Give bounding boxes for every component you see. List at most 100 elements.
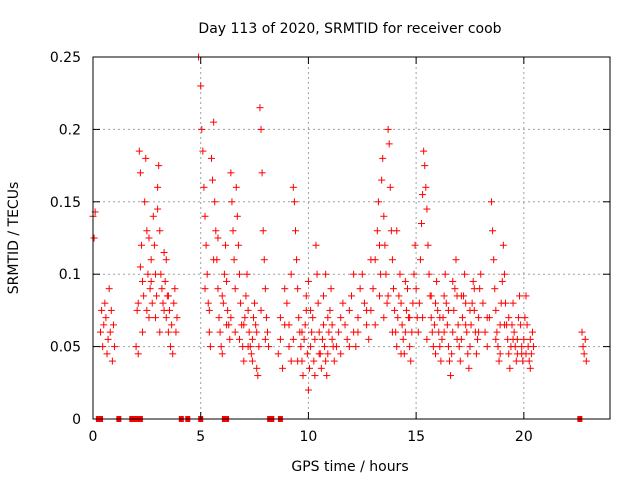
data-point (170, 299, 178, 307)
data-point (305, 364, 313, 372)
data-point (491, 285, 499, 293)
data-point (380, 314, 388, 322)
data-point (442, 299, 450, 307)
data-point (433, 277, 441, 285)
data-point (98, 306, 106, 314)
data-point (481, 328, 489, 336)
data-point (315, 350, 323, 358)
data-point (520, 335, 528, 343)
data-point (530, 343, 538, 351)
data-point (440, 292, 448, 300)
data-point (133, 306, 141, 314)
data-point (201, 212, 209, 220)
data-point (449, 328, 457, 336)
data-point (156, 328, 164, 336)
data-point (313, 270, 321, 278)
data-point (137, 241, 145, 249)
data-point (164, 328, 172, 336)
data-point (384, 125, 392, 133)
data-point (385, 140, 393, 148)
data-point (452, 256, 460, 264)
data-point (276, 314, 284, 322)
data-point (235, 335, 243, 343)
data-point (299, 372, 307, 380)
x-tick-label: 5 (196, 429, 205, 445)
data-point (314, 299, 322, 307)
data-point (201, 285, 209, 293)
data-point (465, 364, 473, 372)
data-point (101, 299, 109, 307)
data-point (388, 256, 396, 264)
data-point (99, 343, 107, 351)
data-point (141, 198, 149, 206)
data-point (373, 227, 381, 235)
data-point (498, 277, 506, 285)
data-point (516, 292, 524, 300)
data-point (244, 343, 252, 351)
data-point (227, 314, 235, 322)
data-point (258, 169, 266, 177)
data-point (419, 314, 427, 322)
data-point (388, 328, 396, 336)
points-layer (89, 53, 590, 422)
data-point (151, 314, 159, 322)
data-point (253, 364, 261, 372)
data-point (328, 321, 336, 329)
data-point (322, 270, 330, 278)
data-point (394, 314, 402, 322)
data-point (197, 82, 205, 90)
data-point (409, 299, 417, 307)
data-point (297, 343, 305, 351)
data-point (391, 306, 399, 314)
data-point (158, 285, 166, 293)
data-point (436, 343, 444, 351)
data-point (226, 335, 234, 343)
data-point (325, 328, 333, 336)
data-point (443, 321, 451, 329)
data-point (223, 277, 231, 285)
data-point (153, 292, 161, 300)
data-point (311, 335, 319, 343)
data-point (156, 227, 164, 235)
data-point (399, 335, 407, 343)
data-point (424, 241, 432, 249)
data-point (444, 343, 452, 351)
data-point (489, 227, 497, 235)
data-point (232, 183, 240, 191)
data-point (301, 321, 309, 329)
data-point (581, 335, 589, 343)
data-point (90, 234, 98, 242)
data-point (434, 306, 442, 314)
data-point (461, 270, 469, 278)
data-point (283, 299, 291, 307)
data-point (483, 343, 491, 351)
data-point (210, 118, 218, 126)
data-point (380, 212, 388, 220)
data-point (290, 198, 298, 206)
data-point (440, 328, 448, 336)
grid-layer (93, 57, 610, 419)
data-point (144, 270, 152, 278)
data-point (418, 220, 426, 228)
data-point (147, 277, 155, 285)
data-point (509, 335, 517, 343)
data-point (410, 270, 418, 278)
data-point (580, 350, 588, 358)
data-point (441, 270, 449, 278)
data-point (265, 343, 273, 351)
data-point (253, 328, 261, 336)
data-point (397, 350, 405, 358)
data-point (508, 321, 516, 329)
data-point (143, 227, 151, 235)
data-point (304, 277, 312, 285)
data-point (287, 270, 295, 278)
data-point (354, 328, 362, 336)
data-point (384, 292, 392, 300)
data-point (345, 343, 353, 351)
data-point (164, 292, 172, 300)
data-point (505, 314, 513, 322)
data-point (526, 335, 534, 343)
data-point (217, 343, 225, 351)
data-point (220, 270, 228, 278)
data-point (319, 292, 327, 300)
